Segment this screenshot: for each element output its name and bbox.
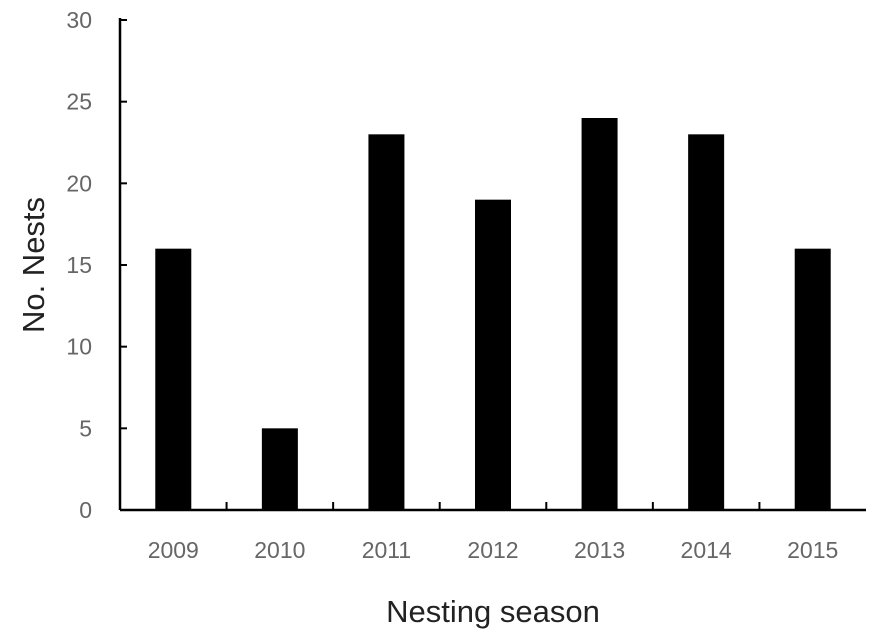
y-tick-label: 10	[66, 334, 92, 360]
y-tick-label: 20	[66, 170, 92, 196]
y-axis-title: No. Nests	[16, 197, 51, 333]
x-tick-label-2010: 2010	[254, 537, 305, 563]
x-axis-ticks	[225, 502, 761, 510]
y-tick-label: 0	[79, 497, 92, 523]
y-tick-labels: 0 5 10 15 20 25 30	[66, 7, 92, 523]
x-tick-labels: 2009 2010 2011 2012 2013 2014 2015	[148, 537, 839, 563]
x-axis-title: Nesting season	[386, 594, 600, 629]
bar-2012	[475, 199, 511, 510]
y-tick-label: 30	[66, 7, 92, 33]
y-tick-label: 25	[66, 89, 92, 115]
x-tick-label-2012: 2012	[467, 537, 518, 563]
x-tick-label-2015: 2015	[787, 537, 838, 563]
x-tick-label-2014: 2014	[681, 537, 732, 563]
x-tick-label-2011: 2011	[362, 537, 411, 563]
bar-2009	[155, 248, 192, 510]
y-tick-label: 5	[79, 415, 92, 441]
axes	[118, 18, 866, 512]
x-tick-label-2013: 2013	[574, 537, 625, 563]
bar-2014	[688, 134, 725, 511]
bar-2013	[581, 118, 618, 510]
bar-2010	[261, 428, 298, 510]
bars	[155, 118, 831, 511]
x-tick-label-2009: 2009	[148, 537, 199, 563]
bar-2015	[794, 248, 831, 510]
bar-2011	[368, 134, 405, 511]
y-tick-label: 15	[66, 252, 92, 278]
